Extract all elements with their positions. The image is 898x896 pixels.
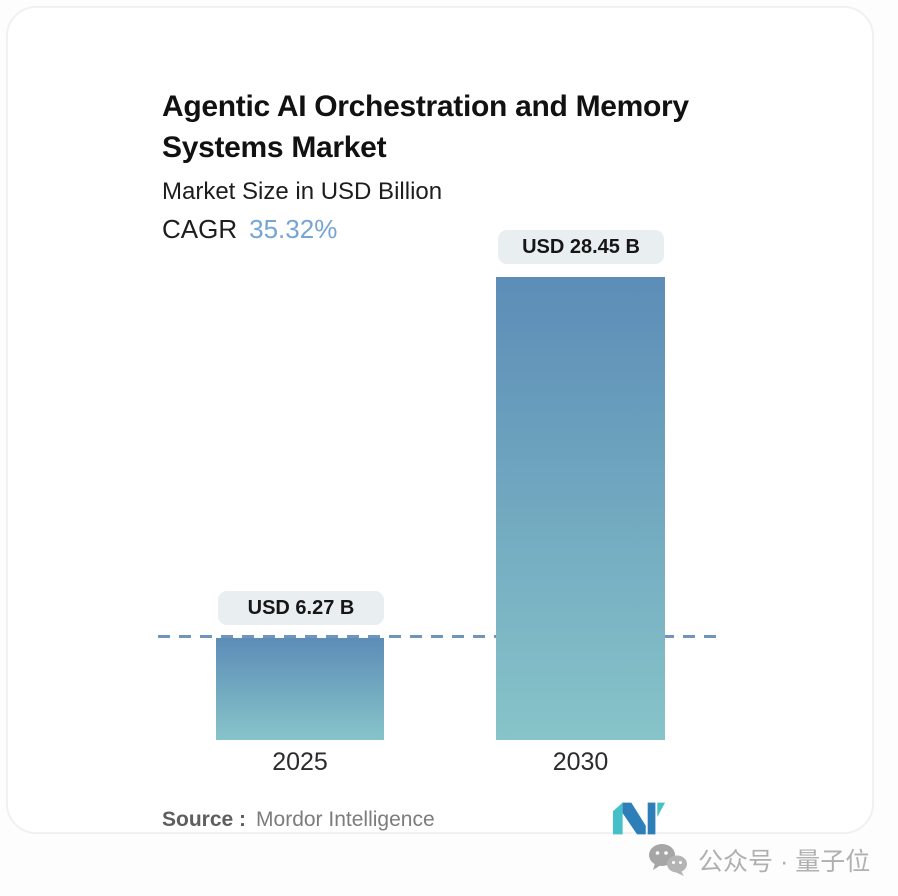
chart-title: Agentic AI Orchestration and Memory Syst… bbox=[162, 86, 752, 168]
chart-title-line1: Agentic AI Orchestration and Memory bbox=[162, 90, 689, 123]
value-badge-2030-pointer bbox=[572, 255, 590, 281]
bar-2030 bbox=[496, 277, 665, 740]
cagr-label: CAGR bbox=[162, 214, 238, 244]
x-axis-label-2030: 2030 bbox=[552, 748, 609, 776]
value-badge-2025-pointer bbox=[292, 616, 310, 642]
watermark: 公众号 · 量子位 bbox=[648, 842, 870, 878]
value-badge-2030: USD 28.45 B bbox=[498, 230, 664, 282]
source-value: Mordor Intelligence bbox=[256, 808, 435, 831]
wechat-icon bbox=[649, 844, 687, 876]
source-label: Source : bbox=[162, 808, 247, 831]
value-badge-2025-label: USD 6.27 B bbox=[218, 591, 384, 625]
cagr-value: 35.32% bbox=[249, 214, 338, 244]
cagr-row: CAGR 35.32% bbox=[162, 214, 337, 245]
x-axis-label-2025: 2025 bbox=[272, 748, 328, 776]
source-row: Source : Mordor Intelligence bbox=[162, 808, 435, 832]
mordor-intelligence-logo bbox=[612, 802, 666, 835]
value-badge-2025: USD 6.27 B bbox=[218, 591, 384, 643]
chart-title-line2: Systems Market bbox=[162, 131, 387, 164]
chart-card bbox=[6, 6, 874, 834]
chart-subtitle: Market Size in USD Billion bbox=[162, 178, 443, 205]
reference-dashed-line bbox=[158, 635, 725, 638]
watermark-text: 公众号 · 量子位 bbox=[698, 848, 871, 876]
bar-2025 bbox=[216, 638, 384, 740]
value-badge-2030-label: USD 28.45 B bbox=[498, 230, 664, 264]
